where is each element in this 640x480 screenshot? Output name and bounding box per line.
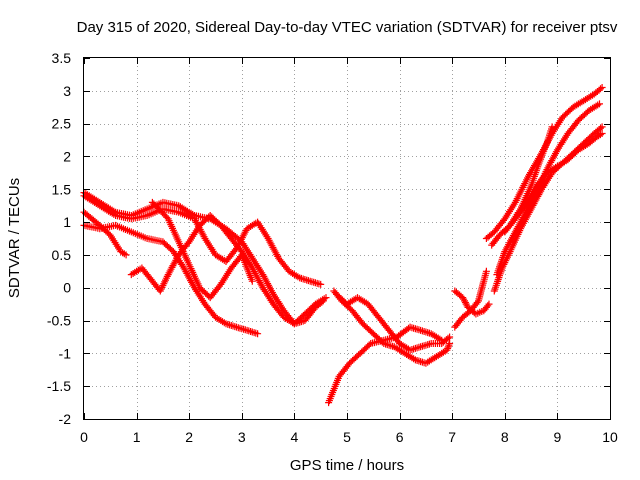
series-10: [451, 287, 493, 318]
series-markers: [451, 287, 493, 318]
y-tick-label: 2: [63, 148, 71, 164]
y-tick-label: -1: [59, 345, 72, 361]
x-tick-label: 10: [602, 429, 618, 445]
x-tick-label: 8: [501, 429, 509, 445]
series-11: [451, 267, 490, 331]
grid: [84, 58, 610, 419]
x-tick-label: 9: [554, 429, 562, 445]
series-markers: [80, 189, 327, 328]
series-6: [148, 198, 256, 302]
x-tick-label: 4: [291, 429, 299, 445]
series-markers: [127, 212, 330, 328]
series-trace: [485, 86, 603, 240]
x-tick-label: 7: [448, 429, 456, 445]
y-tick-label: 3: [63, 83, 71, 99]
y-tick-label: 3.5: [52, 50, 72, 66]
x-axis-label: GPS time / hours: [290, 457, 404, 474]
series-markers: [501, 130, 606, 236]
series-9: [333, 290, 454, 354]
y-tick-label: 2.5: [52, 116, 72, 132]
y-tick-label: 1.5: [52, 181, 72, 197]
x-tick-labels: 0 1 2 3 4 5 6 7 8 9 10: [80, 429, 618, 445]
x-tick-label: 0: [80, 429, 88, 445]
series-markers: [148, 198, 256, 302]
series-5: [127, 212, 330, 328]
data-series: [80, 84, 606, 407]
series-markers: [451, 267, 490, 331]
x-tick-label: 6: [396, 429, 404, 445]
series-trace: [83, 195, 321, 286]
y-tick-label: -0.5: [47, 313, 71, 329]
series-markers: [330, 287, 454, 367]
series-1: [80, 189, 327, 328]
series-markers: [333, 290, 454, 354]
x-tick-label: 3: [238, 429, 246, 445]
y-tick-labels: -2 -1.5 -1 -0.5 0 0.5 1 1.5 2 2.5 3 3.5: [47, 50, 71, 427]
y-tick-label: -1.5: [47, 378, 71, 394]
y-tick-label: 1: [63, 214, 71, 230]
series-8: [330, 287, 454, 367]
series-12: [490, 123, 606, 295]
x-tick-label: 2: [185, 429, 193, 445]
series-markers: [482, 84, 606, 242]
chart-title: Day 315 of 2020, Sidereal Day-to-day VTE…: [77, 19, 618, 36]
x-tick-label: 1: [133, 429, 141, 445]
series-15: [501, 130, 606, 236]
series-16: [482, 84, 606, 242]
y-axis-label: SDTVAR / TECUs: [6, 178, 23, 298]
y-tick-label: 0.5: [52, 247, 72, 263]
series-4: [80, 221, 262, 338]
plot-frame: [83, 57, 611, 420]
axis-ticks: [84, 58, 611, 420]
y-tick-label: -2: [59, 411, 72, 427]
y-tick-label: 0: [63, 280, 71, 296]
series-markers: [490, 123, 606, 295]
x-tick-label: 5: [343, 429, 351, 445]
